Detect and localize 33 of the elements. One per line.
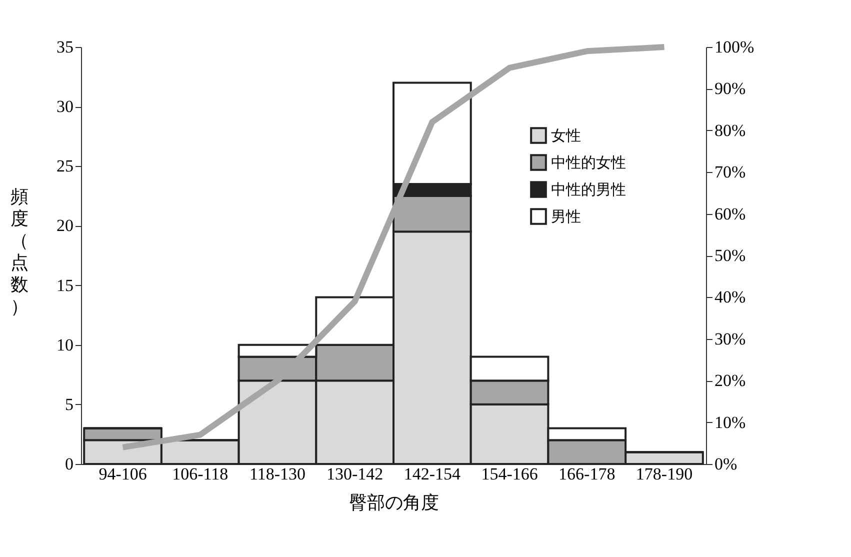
x-tick-label: 106-118 <box>172 464 228 484</box>
y-tick-label: 20 <box>56 216 74 236</box>
legend-label: 中性的男性 <box>551 182 626 198</box>
legend-label: 中性的女性 <box>551 154 626 172</box>
x-tick-label: 118-130 <box>249 464 306 484</box>
y2-tick-label: 40% <box>714 288 746 307</box>
y2-tick-label: 20% <box>714 371 746 390</box>
y2-tick-label: 0% <box>714 454 738 474</box>
y2-tick-label: 50% <box>714 246 746 265</box>
y-axis-title: 頻度（点数） <box>10 186 28 316</box>
x-tick-label: 166-178 <box>558 464 616 484</box>
y-tick-label: 10 <box>56 335 74 354</box>
x-tick-label: 178-190 <box>636 464 693 484</box>
y2-tick-label: 90% <box>714 79 746 98</box>
x-tick-label: 94-106 <box>98 464 147 484</box>
x-tick-label: 154-166 <box>481 464 538 484</box>
y2-tick-label: 100% <box>714 38 754 56</box>
y-tick-label: 0 <box>65 454 74 474</box>
y-tick-label: 30 <box>56 97 74 116</box>
legend-label: 男性 <box>551 208 581 226</box>
y2-tick-label: 60% <box>714 204 746 224</box>
y2-tick-label: 80% <box>714 120 746 140</box>
y2-tick-label: 10% <box>714 412 746 432</box>
y2-tick-label: 30% <box>714 329 746 348</box>
legend-label: 女性 <box>551 128 581 144</box>
x-axis-title: 臀部の角度 <box>349 492 439 512</box>
y-tick-label: 15 <box>56 276 74 295</box>
x-tick-label: 130-142 <box>326 464 384 484</box>
y-tick-label: 25 <box>56 156 74 176</box>
x-tick-label: 142-154 <box>404 464 461 484</box>
y2-tick-label: 70% <box>714 162 746 182</box>
y-tick-label: 35 <box>56 38 74 56</box>
y-tick-label: 5 <box>65 394 74 414</box>
